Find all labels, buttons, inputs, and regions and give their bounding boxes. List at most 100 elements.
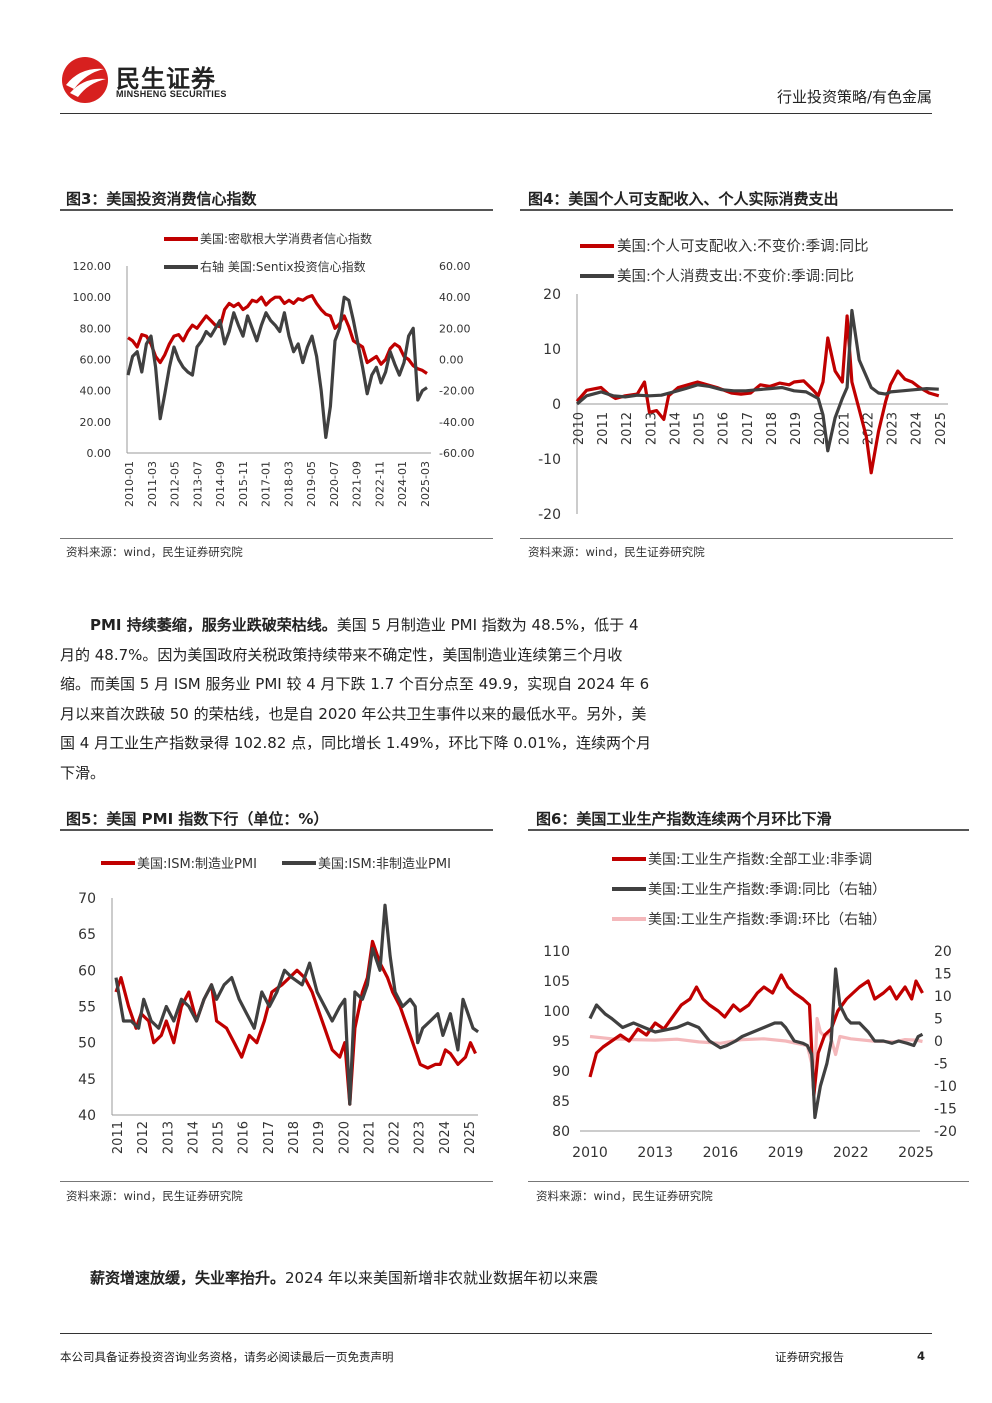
figure-6-chart: 1101051009590858020151050-5-10-15-202010… [543, 851, 957, 1161]
footer-disclaimer: 本公司具备证券投资咨询业务资格，请务必阅读最后一页免责声明 [60, 1350, 394, 1364]
y-right-tick-label: -20.00 [439, 385, 474, 398]
y-right-tick-label: 20.00 [439, 322, 471, 335]
y-left-tick-label: 95 [552, 1034, 570, 1050]
legend-label: 美国:工业生产指数:季调:环比（右轴） [648, 912, 886, 928]
x-tick-label: 2011-03 [146, 461, 159, 507]
x-tick-label: 2015-11 [237, 461, 250, 507]
y-left-tick-label: 85 [552, 1094, 570, 1110]
series-line-1 [126, 295, 428, 439]
figure-5-bottom-rule [60, 1181, 493, 1182]
legend-label: 美国:工业生产指数:全部工业:非季调 [648, 851, 872, 868]
x-tick-label: 2021 [837, 412, 852, 445]
series-line-0 [127, 294, 428, 375]
y-left-tick-label: 90 [552, 1064, 570, 1080]
header-divider [60, 113, 932, 114]
y-left-tick-label: 105 [543, 974, 570, 990]
y-left-tick-label: 100 [543, 1004, 570, 1020]
figure-3-chart: 120.00 100.00 80.00 60.00 40.00 20.00 0.00 60.0… [73, 231, 475, 507]
figure-4-top-rule [520, 209, 953, 211]
y-left-tick-label: 80.00 [80, 322, 112, 335]
y-tick-label: 50 [78, 1036, 96, 1052]
x-tick-label: 2012-05 [169, 461, 182, 507]
x-tick-label: 2011 [596, 412, 611, 445]
x-tick-label: 2016 [717, 412, 732, 445]
x-tick-label: 2013 [644, 412, 659, 445]
y-right-tick-label: 10 [934, 989, 952, 1005]
page-number: 4 [917, 1349, 926, 1363]
y-left-tick-label: 0.00 [87, 447, 112, 460]
figure-4-source: 资料来源：wind，民生证券研究院 [528, 545, 705, 559]
y-tick-label: 45 [78, 1072, 96, 1088]
figure-6-title: 图6：美国工业生产指数连续两个月环比下滑 [536, 810, 832, 828]
legend-label: 美国:密歇根大学消费者信心指数 [200, 231, 372, 246]
x-tick-label: 2025-03 [419, 461, 432, 507]
figure-3-source: 资料来源：wind，民生证券研究院 [66, 545, 243, 559]
y-tick-label: -10 [538, 452, 561, 468]
series-line-1 [588, 967, 924, 1120]
x-tick-label: 2017 [262, 1121, 277, 1154]
x-tick-label: 2013-07 [191, 461, 204, 507]
x-tick-label: 2018-03 [282, 461, 295, 507]
series-line-1 [575, 308, 939, 453]
x-tick-label: 2018 [287, 1121, 302, 1154]
x-tick-label: 2019 [312, 1121, 327, 1154]
legend-label: 美国:ISM:制造业PMI [137, 857, 257, 872]
x-tick-label: 2016 [703, 1145, 739, 1161]
x-tick-label: 2025 [934, 412, 949, 445]
figure-3-title: 图3：美国投资消费信心指数 [66, 190, 257, 208]
x-tick-label: 2020-07 [328, 461, 341, 507]
company-logo: 民生证券 MINSHENG SECURITIES [60, 55, 250, 105]
paragraph-pmi-lead: PMI 持续萎缩，服务业跌破荣枯线。 [90, 616, 337, 634]
y-right-tick-label: 15 [934, 967, 952, 983]
figure-5-chart: 70 65 60 55 50 45 40 2011 2012 2013 2014 2015 2016 20… [78, 857, 480, 1154]
y-left-tick-label: 40.00 [80, 385, 112, 398]
x-tick-label: 2010 [572, 1145, 608, 1161]
x-tick-label: 2024-01 [396, 461, 409, 507]
x-tick-label: 2019-05 [305, 461, 318, 507]
figure-5-source: 资料来源：wind，民生证券研究院 [66, 1189, 243, 1203]
x-tick-label: 2014 [186, 1121, 201, 1154]
logo-name: 民生证券 [116, 65, 216, 93]
y-tick-label: 70 [78, 891, 96, 907]
x-tick-label: 2016 [237, 1121, 252, 1154]
x-tick-label: 2014-09 [214, 461, 227, 507]
x-tick-label: 2012 [620, 412, 635, 445]
figure-4-bottom-rule [520, 538, 953, 539]
footer-report-type: 证券研究报告 [775, 1350, 844, 1364]
paragraph-pmi-body: 美国 5 月制造业 PMI 指数为 48.5%，低于 4 月的 48.7%。因为… [60, 616, 651, 782]
y-right-tick-label: -5 [934, 1057, 948, 1073]
y-tick-label: -20 [538, 507, 561, 523]
x-tick-label: 2025 [463, 1121, 478, 1154]
x-tick-label: 2019 [768, 1145, 804, 1161]
x-tick-label: 2014 [668, 412, 683, 445]
y-right-tick-label: -20 [934, 1124, 957, 1140]
series-line-1 [114, 903, 480, 1106]
y-left-tick-label: 110 [543, 944, 570, 960]
x-tick-label: 2018 [765, 412, 780, 445]
figure-5-top-rule [60, 829, 493, 831]
x-tick-label: 2013 [637, 1145, 673, 1161]
legend-label: 右轴 美国:Sentix投资信心指数 [200, 259, 366, 274]
series-line-0 [588, 973, 924, 1097]
x-tick-label: 2020 [337, 1121, 352, 1154]
y-right-tick-label: 40.00 [439, 291, 471, 304]
logo-subtitle: MINSHENG SECURITIES [116, 89, 227, 99]
y-left-tick-label: 100.00 [73, 291, 112, 304]
y-left-tick-label: 120.00 [73, 260, 112, 273]
figure-6-source: 资料来源：wind，民生证券研究院 [536, 1189, 713, 1203]
y-left-tick-label: 60.00 [80, 354, 112, 367]
figure-4-title: 图4：美国个人可支配收入、个人实际消费支出 [528, 190, 839, 208]
y-right-tick-label: -60.00 [439, 447, 474, 460]
figure-3-bottom-rule [60, 538, 493, 539]
y-tick-label: 20 [543, 287, 561, 303]
y-right-tick-label: 0 [934, 1034, 943, 1050]
x-tick-label: 2021 [362, 1121, 377, 1154]
x-tick-label: 2023 [413, 1121, 428, 1154]
paragraph-pmi: PMI 持续萎缩，服务业跌破荣枯线。美国 5 月制造业 PMI 指数为 48.5… [60, 611, 652, 788]
legend-label: 美国:ISM:非制造业PMI [318, 857, 451, 872]
y-right-tick-label: -40.00 [439, 416, 474, 429]
y-right-tick-label: 20 [934, 944, 952, 960]
x-tick-label: 2024 [438, 1121, 453, 1154]
x-tick-label: 2022 [388, 1121, 403, 1154]
x-tick-label: 2015 [693, 412, 708, 445]
